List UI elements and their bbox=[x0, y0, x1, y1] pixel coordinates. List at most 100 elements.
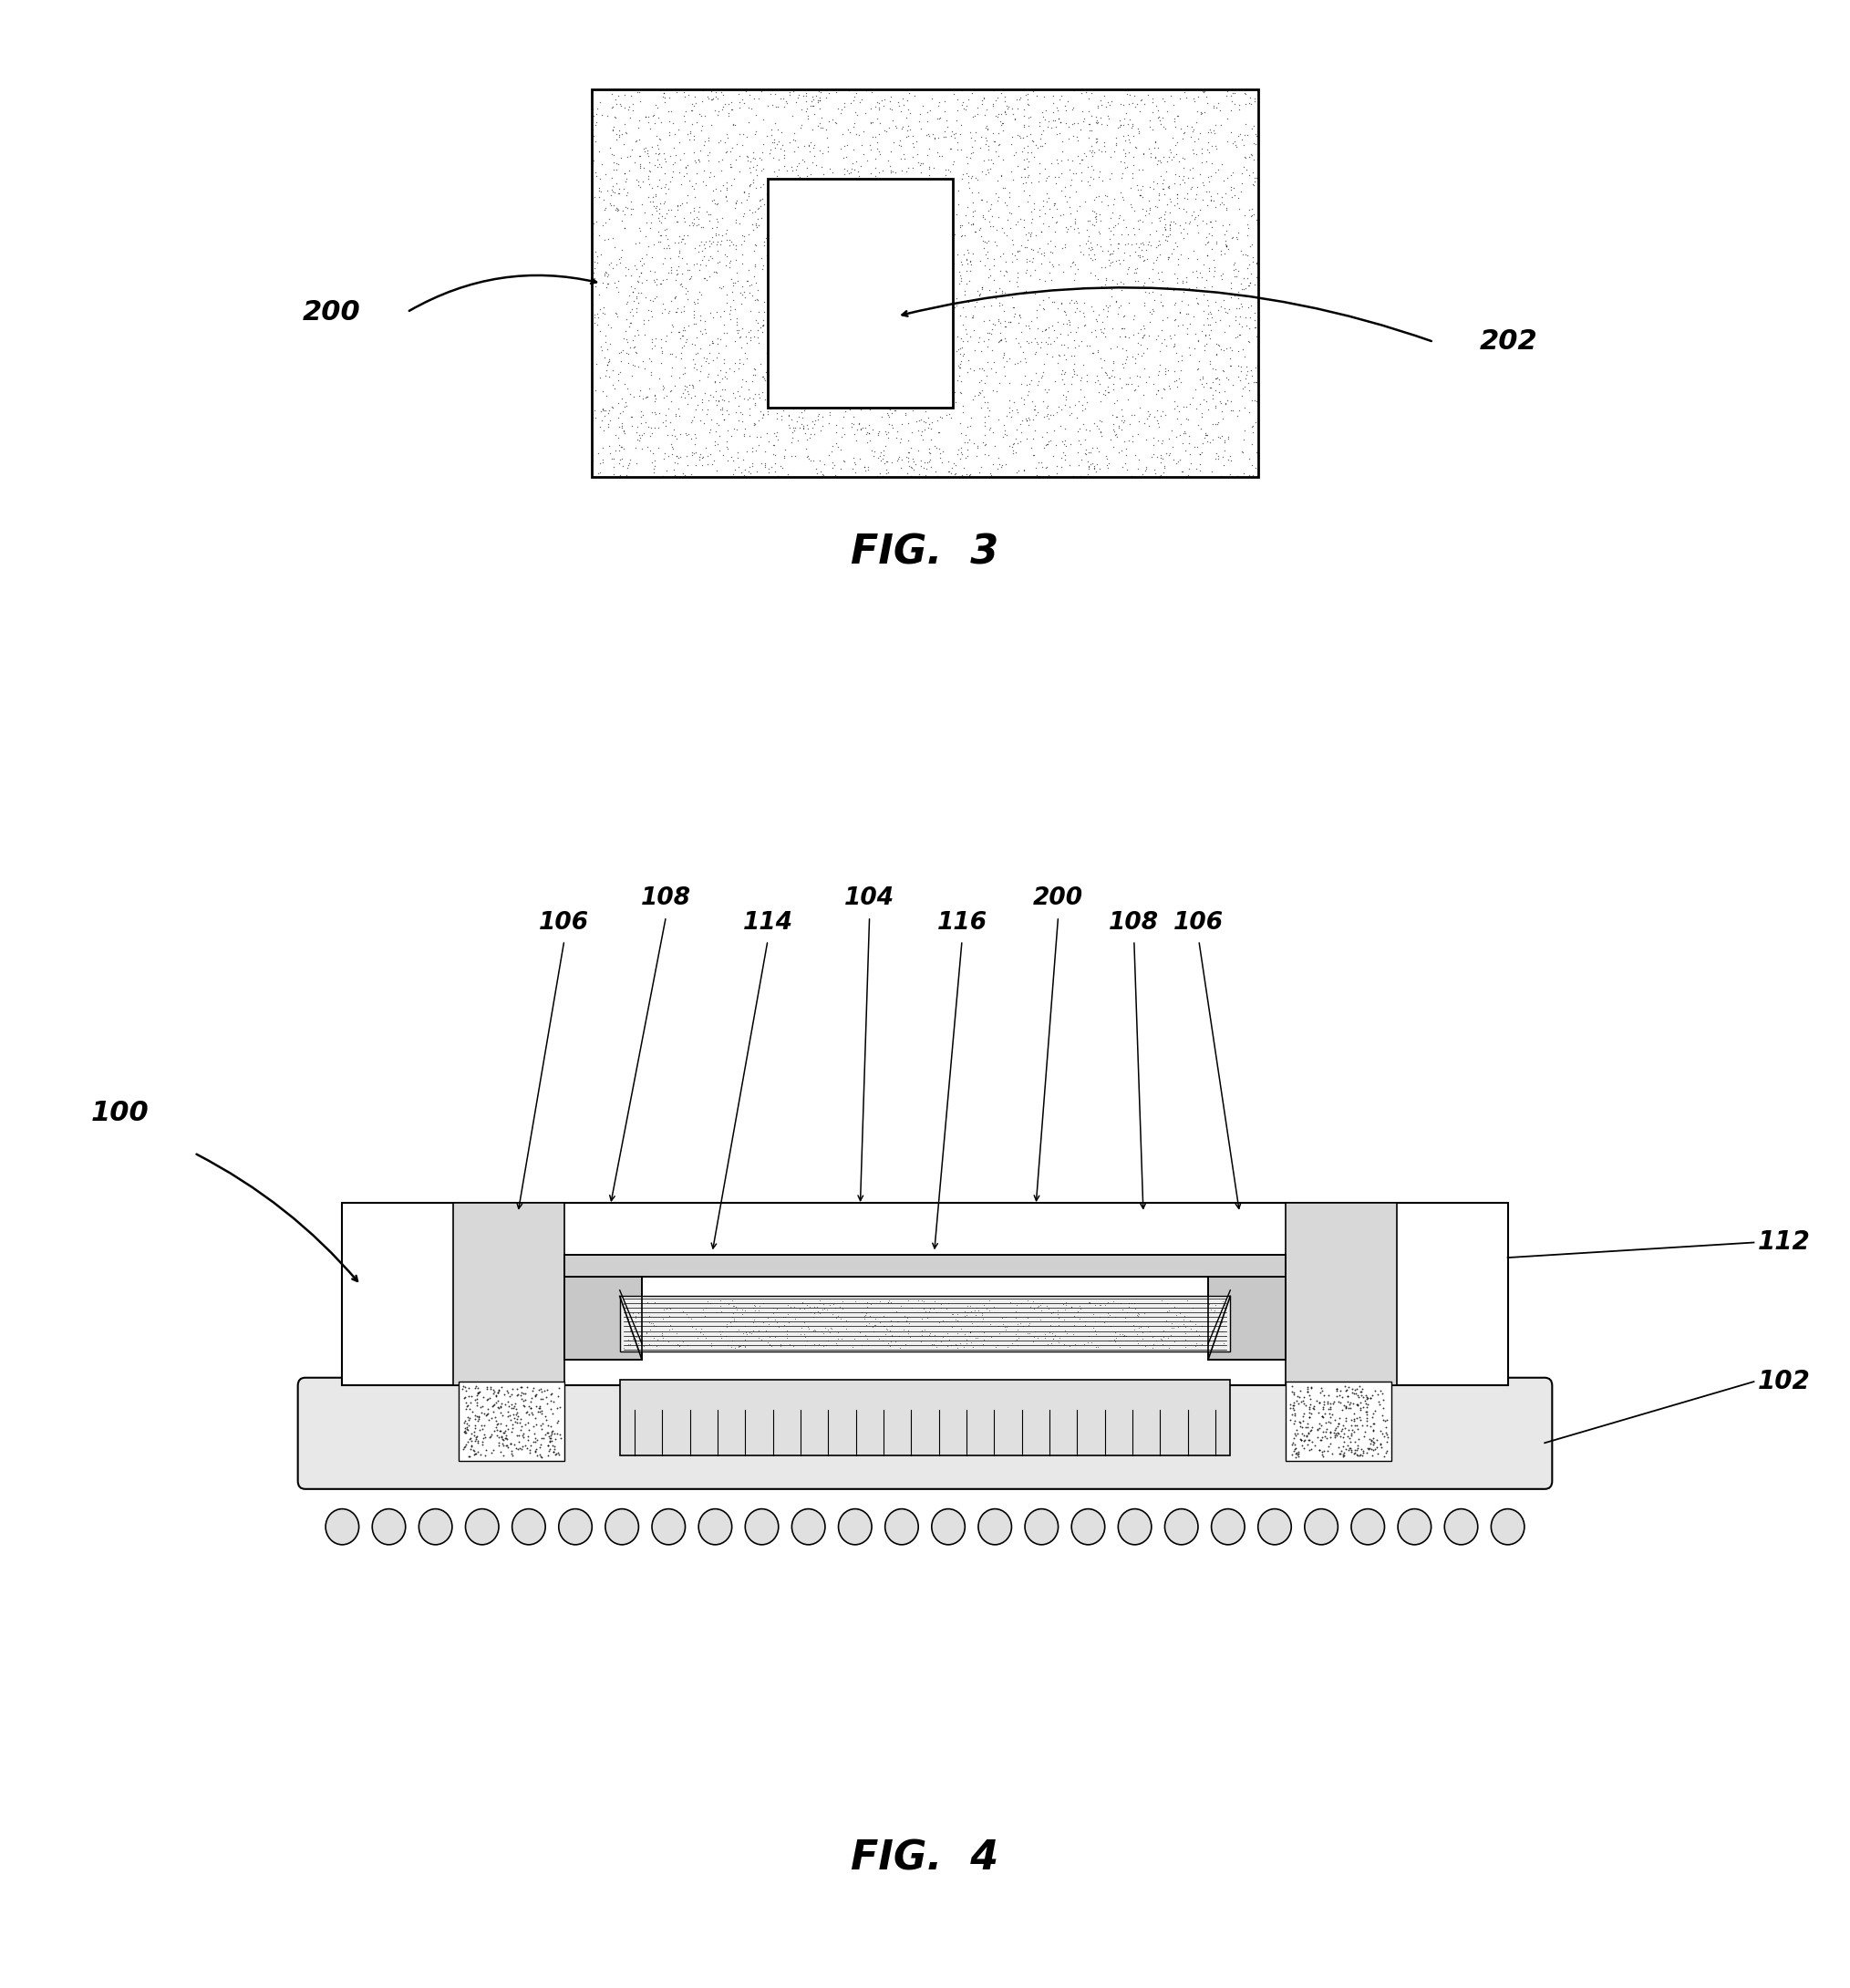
Point bbox=[712, 1312, 742, 1344]
Point bbox=[716, 245, 746, 276]
Point bbox=[1164, 191, 1193, 223]
Point bbox=[725, 117, 755, 149]
Point bbox=[999, 348, 1029, 380]
Point bbox=[875, 235, 905, 266]
Point bbox=[505, 1431, 535, 1463]
Point bbox=[668, 320, 697, 352]
Point bbox=[716, 225, 746, 256]
Point bbox=[649, 78, 679, 109]
Point bbox=[1219, 171, 1249, 203]
Point bbox=[966, 278, 995, 310]
Point bbox=[1058, 362, 1088, 394]
Point bbox=[468, 1382, 498, 1413]
Point bbox=[783, 131, 812, 163]
Point bbox=[797, 286, 827, 318]
Point bbox=[777, 404, 807, 435]
Point bbox=[614, 280, 644, 312]
Point bbox=[999, 139, 1029, 171]
Point bbox=[805, 360, 834, 392]
Point bbox=[1206, 149, 1236, 181]
Point bbox=[644, 225, 673, 256]
Point bbox=[766, 1330, 796, 1362]
Point bbox=[586, 175, 616, 207]
Point bbox=[1145, 161, 1175, 193]
Point bbox=[925, 233, 955, 264]
Point bbox=[1066, 147, 1095, 179]
Point bbox=[622, 1310, 651, 1342]
Point bbox=[660, 459, 690, 491]
Point bbox=[1299, 1394, 1328, 1425]
Point bbox=[657, 376, 686, 408]
Point bbox=[1228, 262, 1258, 294]
Point bbox=[844, 155, 873, 187]
Point bbox=[1073, 221, 1103, 252]
Point bbox=[1228, 334, 1258, 366]
Point bbox=[1227, 356, 1256, 388]
Point bbox=[1134, 410, 1164, 441]
Point bbox=[705, 366, 734, 398]
Point bbox=[1278, 1390, 1308, 1421]
Point bbox=[1066, 1292, 1095, 1324]
Point bbox=[897, 270, 927, 302]
Point bbox=[601, 195, 631, 227]
Point bbox=[699, 256, 729, 288]
Point bbox=[1306, 1409, 1336, 1441]
Point bbox=[594, 394, 623, 425]
Point bbox=[1162, 338, 1191, 370]
Point bbox=[1049, 1288, 1079, 1320]
Point bbox=[1003, 1324, 1032, 1356]
Point bbox=[1005, 121, 1034, 153]
Point bbox=[1227, 268, 1256, 300]
Point bbox=[722, 1294, 751, 1326]
Point bbox=[901, 227, 931, 258]
Point bbox=[659, 155, 688, 187]
Point bbox=[1147, 443, 1177, 475]
Point bbox=[1284, 1417, 1313, 1449]
Point bbox=[1029, 386, 1058, 417]
Point bbox=[1153, 270, 1182, 302]
Point bbox=[921, 1296, 951, 1328]
Point bbox=[1201, 1318, 1230, 1350]
Point bbox=[840, 380, 870, 412]
Point bbox=[1201, 392, 1230, 423]
Point bbox=[1301, 1429, 1330, 1461]
Point bbox=[635, 412, 664, 443]
Point bbox=[1049, 412, 1079, 443]
Point bbox=[1288, 1429, 1317, 1461]
Point bbox=[790, 145, 820, 177]
Point bbox=[938, 147, 968, 179]
Point bbox=[1238, 427, 1267, 459]
Point bbox=[1349, 1421, 1378, 1453]
Point bbox=[975, 414, 1005, 445]
Point bbox=[734, 276, 764, 308]
Point bbox=[960, 117, 990, 149]
Point bbox=[629, 308, 659, 340]
Point bbox=[498, 1439, 527, 1471]
Point bbox=[1093, 245, 1123, 276]
Point bbox=[842, 145, 871, 177]
Point bbox=[1141, 149, 1171, 181]
Point bbox=[511, 1398, 540, 1429]
Point bbox=[1082, 431, 1112, 463]
Point bbox=[825, 177, 855, 209]
Point bbox=[925, 415, 955, 447]
Point bbox=[805, 111, 834, 143]
Point bbox=[738, 1314, 768, 1346]
Point bbox=[670, 294, 699, 326]
Point bbox=[783, 392, 812, 423]
Point bbox=[857, 157, 886, 189]
Point bbox=[901, 406, 931, 437]
Point bbox=[1141, 378, 1171, 410]
Point bbox=[1236, 201, 1265, 233]
Point bbox=[690, 431, 720, 463]
Point bbox=[849, 340, 879, 372]
Point bbox=[768, 451, 797, 483]
Point bbox=[1291, 1419, 1321, 1451]
Point bbox=[829, 247, 858, 278]
Point bbox=[1227, 310, 1256, 342]
Point bbox=[921, 388, 951, 419]
Point bbox=[1117, 111, 1147, 143]
Point bbox=[1169, 1308, 1199, 1340]
Point bbox=[777, 320, 807, 352]
Point bbox=[910, 374, 940, 406]
